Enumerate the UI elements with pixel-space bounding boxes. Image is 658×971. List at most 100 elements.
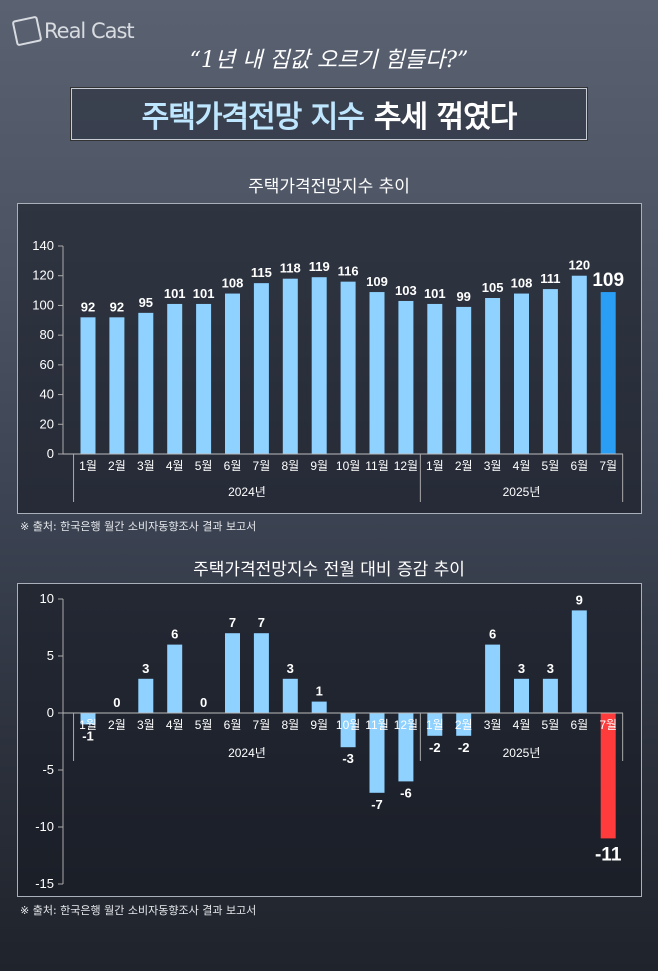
data-label: -7 bbox=[371, 797, 383, 812]
category-label: 7월 bbox=[253, 459, 271, 473]
chart2-source: ※ 출처: 한국은행 월간 소비자동향조사 결과 보고서 bbox=[20, 904, 257, 917]
bar bbox=[485, 644, 501, 713]
data-label: 0 bbox=[200, 695, 207, 710]
data-label: -2 bbox=[458, 740, 470, 755]
bar bbox=[398, 713, 414, 782]
bar bbox=[282, 278, 298, 454]
data-label: 118 bbox=[280, 261, 301, 276]
bar bbox=[369, 713, 385, 793]
y-tick-label: -10 bbox=[35, 819, 54, 834]
category-label: 4월 bbox=[513, 718, 531, 732]
y-tick-label: 100 bbox=[32, 297, 54, 312]
category-label: 7월 bbox=[599, 718, 617, 732]
category-label: 9월 bbox=[310, 718, 328, 732]
chart1-svg: 0 20 40 60 80 100 120 140 92 1월 92 2월 95 3월 101 4월 101 5월… bbox=[32, 238, 624, 502]
chart2-panel: 10 5 0 -5 -10 -15 -1 1월 0 2월 3 3월 6 4월 0 5월 7 6월 7 7월 3 8월 1 9월… bbox=[17, 583, 642, 897]
bar bbox=[600, 713, 616, 839]
data-label: 116 bbox=[338, 264, 359, 279]
headline-part2: 추세 꺾였다 bbox=[373, 100, 517, 135]
y-tick-label: 80 bbox=[40, 327, 54, 342]
data-label: 101 bbox=[193, 286, 215, 301]
bar bbox=[253, 283, 269, 454]
category-label: 10월 bbox=[336, 718, 360, 732]
bar bbox=[514, 293, 529, 454]
y-tick-label: 120 bbox=[32, 268, 54, 283]
category-label: 1월 bbox=[79, 459, 97, 473]
category-label: 3월 bbox=[137, 459, 155, 473]
y-tick-label: 140 bbox=[32, 238, 54, 253]
category-label: 12월 bbox=[394, 459, 418, 473]
data-label: -6 bbox=[400, 785, 412, 800]
category-label: 1월 bbox=[426, 718, 444, 732]
category-label: 6월 bbox=[224, 459, 242, 473]
bar bbox=[340, 713, 356, 748]
bar bbox=[456, 306, 472, 454]
group-label: 2025년 bbox=[503, 746, 541, 760]
category-label: 5월 bbox=[195, 459, 213, 473]
chart1-title: 주택가격전망지수 추이 bbox=[248, 177, 410, 197]
y-tick-label: 0 bbox=[47, 446, 54, 461]
category-label: 11월 bbox=[365, 718, 389, 732]
y-tick-label: 10 bbox=[40, 591, 54, 606]
group-label: 2024년 bbox=[228, 746, 266, 760]
bar bbox=[571, 610, 587, 713]
bar bbox=[80, 713, 96, 725]
data-label: 0 bbox=[113, 695, 120, 710]
data-label: 99 bbox=[456, 289, 470, 304]
data-label: 120 bbox=[568, 258, 590, 273]
data-label: 115 bbox=[251, 265, 272, 280]
realcast-logo: Real Cast bbox=[11, 15, 135, 47]
category-label: 11월 bbox=[365, 459, 389, 473]
bar bbox=[138, 678, 154, 713]
bar bbox=[253, 633, 269, 713]
data-label: 108 bbox=[511, 276, 533, 291]
chart2-title: 주택가격전망지수 전월 대비 증감 추이 bbox=[193, 560, 465, 580]
category-label: 4월 bbox=[166, 718, 184, 732]
bar bbox=[456, 713, 472, 736]
category-label: 8월 bbox=[281, 459, 299, 473]
bar bbox=[600, 292, 616, 454]
category-label: 4월 bbox=[513, 459, 531, 473]
bar bbox=[398, 300, 414, 454]
data-label: 3 bbox=[142, 661, 149, 676]
bar bbox=[311, 277, 327, 454]
bar bbox=[571, 275, 587, 454]
data-label: 119 bbox=[309, 259, 330, 274]
data-label: 109 bbox=[592, 270, 624, 291]
category-label: 6월 bbox=[570, 718, 588, 732]
category-label: 3월 bbox=[484, 459, 502, 473]
bar bbox=[196, 303, 212, 454]
category-label: 2월 bbox=[108, 459, 126, 473]
data-label: 92 bbox=[110, 299, 124, 314]
bar bbox=[340, 281, 356, 454]
data-label: 6 bbox=[489, 627, 496, 642]
data-label: 9 bbox=[576, 592, 583, 607]
bar bbox=[485, 298, 501, 454]
category-label: 12월 bbox=[394, 718, 418, 732]
data-label: 103 bbox=[395, 283, 417, 298]
headline-part1: 주택가격전망 지수 bbox=[141, 100, 365, 135]
data-label: 95 bbox=[139, 295, 153, 310]
data-label: 109 bbox=[366, 274, 388, 289]
bar bbox=[282, 678, 298, 713]
y-tick-label: 60 bbox=[40, 357, 54, 372]
category-label: 4월 bbox=[166, 459, 184, 473]
data-label: -1 bbox=[82, 728, 94, 743]
data-label: -2 bbox=[429, 740, 441, 755]
data-label: 3 bbox=[547, 661, 554, 676]
data-label: 101 bbox=[164, 286, 186, 301]
group-label: 2025년 bbox=[503, 485, 541, 499]
data-label: 92 bbox=[81, 299, 95, 314]
data-label: 1 bbox=[316, 684, 323, 699]
data-label: 108 bbox=[222, 276, 244, 291]
y-tick-label: 40 bbox=[40, 387, 54, 402]
data-label: -11 bbox=[595, 844, 622, 865]
y-tick-label: 0 bbox=[47, 705, 54, 720]
category-label: 1월 bbox=[426, 459, 444, 473]
data-label: 105 bbox=[482, 280, 504, 295]
bar bbox=[514, 678, 529, 713]
chart2-svg: 1050-5-10-15-11월02월33월64월05월76월77월38월19월… bbox=[35, 591, 624, 891]
category-label: 6월 bbox=[224, 718, 242, 732]
bar bbox=[542, 678, 558, 713]
category-label: 2월 bbox=[455, 718, 473, 732]
